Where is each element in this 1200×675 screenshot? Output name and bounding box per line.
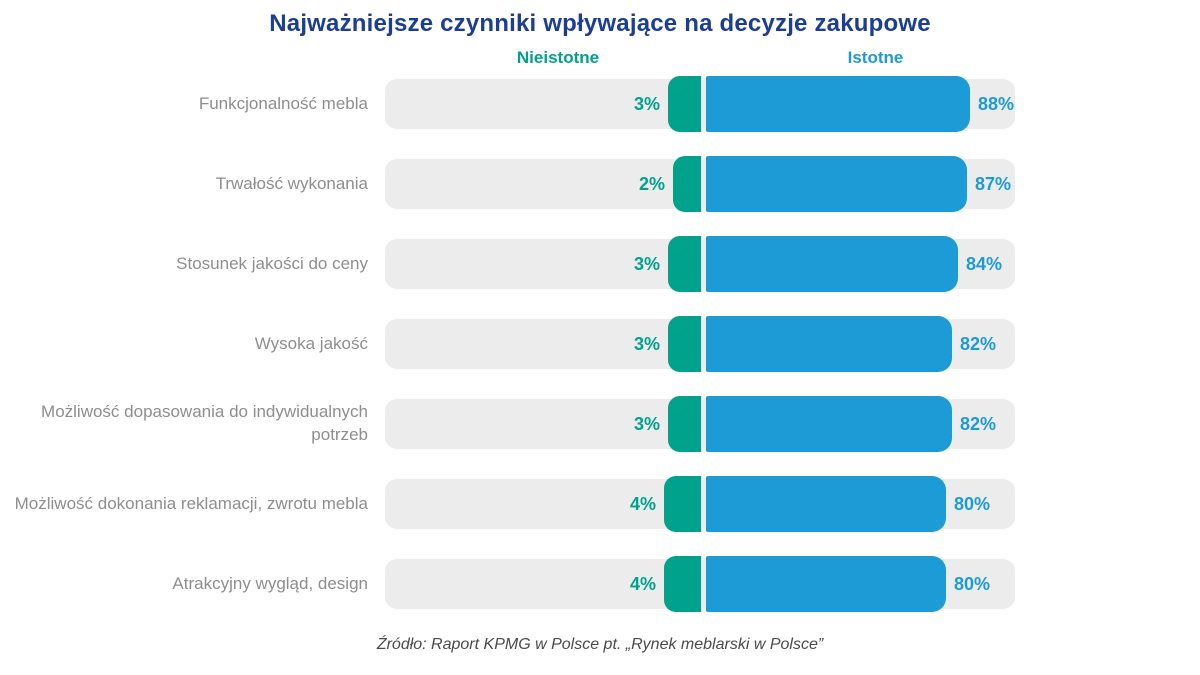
category-label: Atrakcyjny wygląd, design [172, 573, 368, 593]
bar-track: 3% 82% [385, 396, 1015, 452]
nieistotne-bar-segment [668, 236, 701, 292]
nieistotne-value-label: 3% [633, 253, 660, 274]
category-label: Funkcjonalność mebla [198, 93, 368, 113]
nieistotne-value-label: 4% [629, 573, 656, 594]
istotne-value-label: 82% [960, 413, 997, 434]
chart-row: Trwałość wykonania 2% 87% [0, 144, 1200, 224]
chart-row: Stosunek jakości do ceny 3% 84% [0, 224, 1200, 304]
nieistotne-value-label: 4% [629, 493, 656, 514]
category-label: Możliwość dopasowania do indywidualnych … [41, 402, 368, 444]
istotne-value-label: 87% [975, 173, 1012, 194]
chart-row: Funkcjonalność mebla 3% 88% [0, 64, 1200, 144]
category-label: Możliwość dokonania reklamacji, zwrotu m… [14, 493, 368, 513]
istotne-bar-segment [706, 556, 946, 612]
legend-label-istotne: Istotne [847, 48, 904, 67]
chart-row: Możliwość dokonania reklamacji, zwrotu m… [0, 464, 1200, 544]
nieistotne-value-label: 3% [633, 93, 660, 114]
chart-row: Wysoka jakość 3% 82% [0, 304, 1200, 384]
bar-track: 4% 80% [385, 556, 1015, 612]
istotne-bar-segment [706, 76, 970, 132]
chart-row: Atrakcyjny wygląd, design 4% 80% [0, 544, 1200, 624]
istotne-bar-segment [706, 236, 958, 292]
istotne-value-label: 88% [978, 93, 1015, 114]
chart-row: Możliwość dopasowania do indywidualnych … [0, 384, 1200, 464]
istotne-bar-segment [706, 396, 952, 452]
category-label: Stosunek jakości do ceny [176, 253, 368, 273]
nieistotne-bar-segment [668, 316, 701, 372]
nieistotne-value-label: 2% [638, 173, 665, 194]
istotne-value-label: 82% [960, 333, 997, 354]
istotne-value-label: 80% [954, 493, 991, 514]
bar-track: 3% 82% [385, 316, 1015, 372]
istotne-bar-segment [706, 316, 952, 372]
nieistotne-value-label: 3% [633, 413, 660, 434]
chart-rows: Funkcjonalność mebla 3% 88% Trwałość wykona… [0, 64, 1200, 624]
nieistotne-bar-segment [673, 156, 701, 212]
nieistotne-bar-segment [664, 476, 701, 532]
bar-track: 3% 84% [385, 236, 1015, 292]
nieistotne-bar-segment [668, 396, 701, 452]
category-label: Trwałość wykonania [215, 173, 368, 193]
nieistotne-bar-segment [664, 556, 701, 612]
nieistotne-bar-segment [668, 76, 701, 132]
istotne-bar-segment [706, 476, 946, 532]
istotne-value-label: 84% [966, 253, 1003, 274]
bar-track: 2% 87% [385, 156, 1015, 212]
bar-track: 3% 88% [385, 76, 1015, 132]
legend-label-nieistotne: Nieistotne [516, 48, 600, 67]
category-label: Wysoka jakość [254, 333, 368, 353]
istotne-bar-segment [706, 156, 967, 212]
bar-track: 4% 80% [385, 476, 1015, 532]
nieistotne-value-label: 3% [633, 333, 660, 354]
istotne-value-label: 80% [954, 573, 991, 594]
chart-title: Najważniejsze czynniki wpływające na dec… [269, 10, 931, 37]
source-caption: Źródło: Raport KPMG w Polsce pt. „Rynek … [376, 636, 824, 653]
